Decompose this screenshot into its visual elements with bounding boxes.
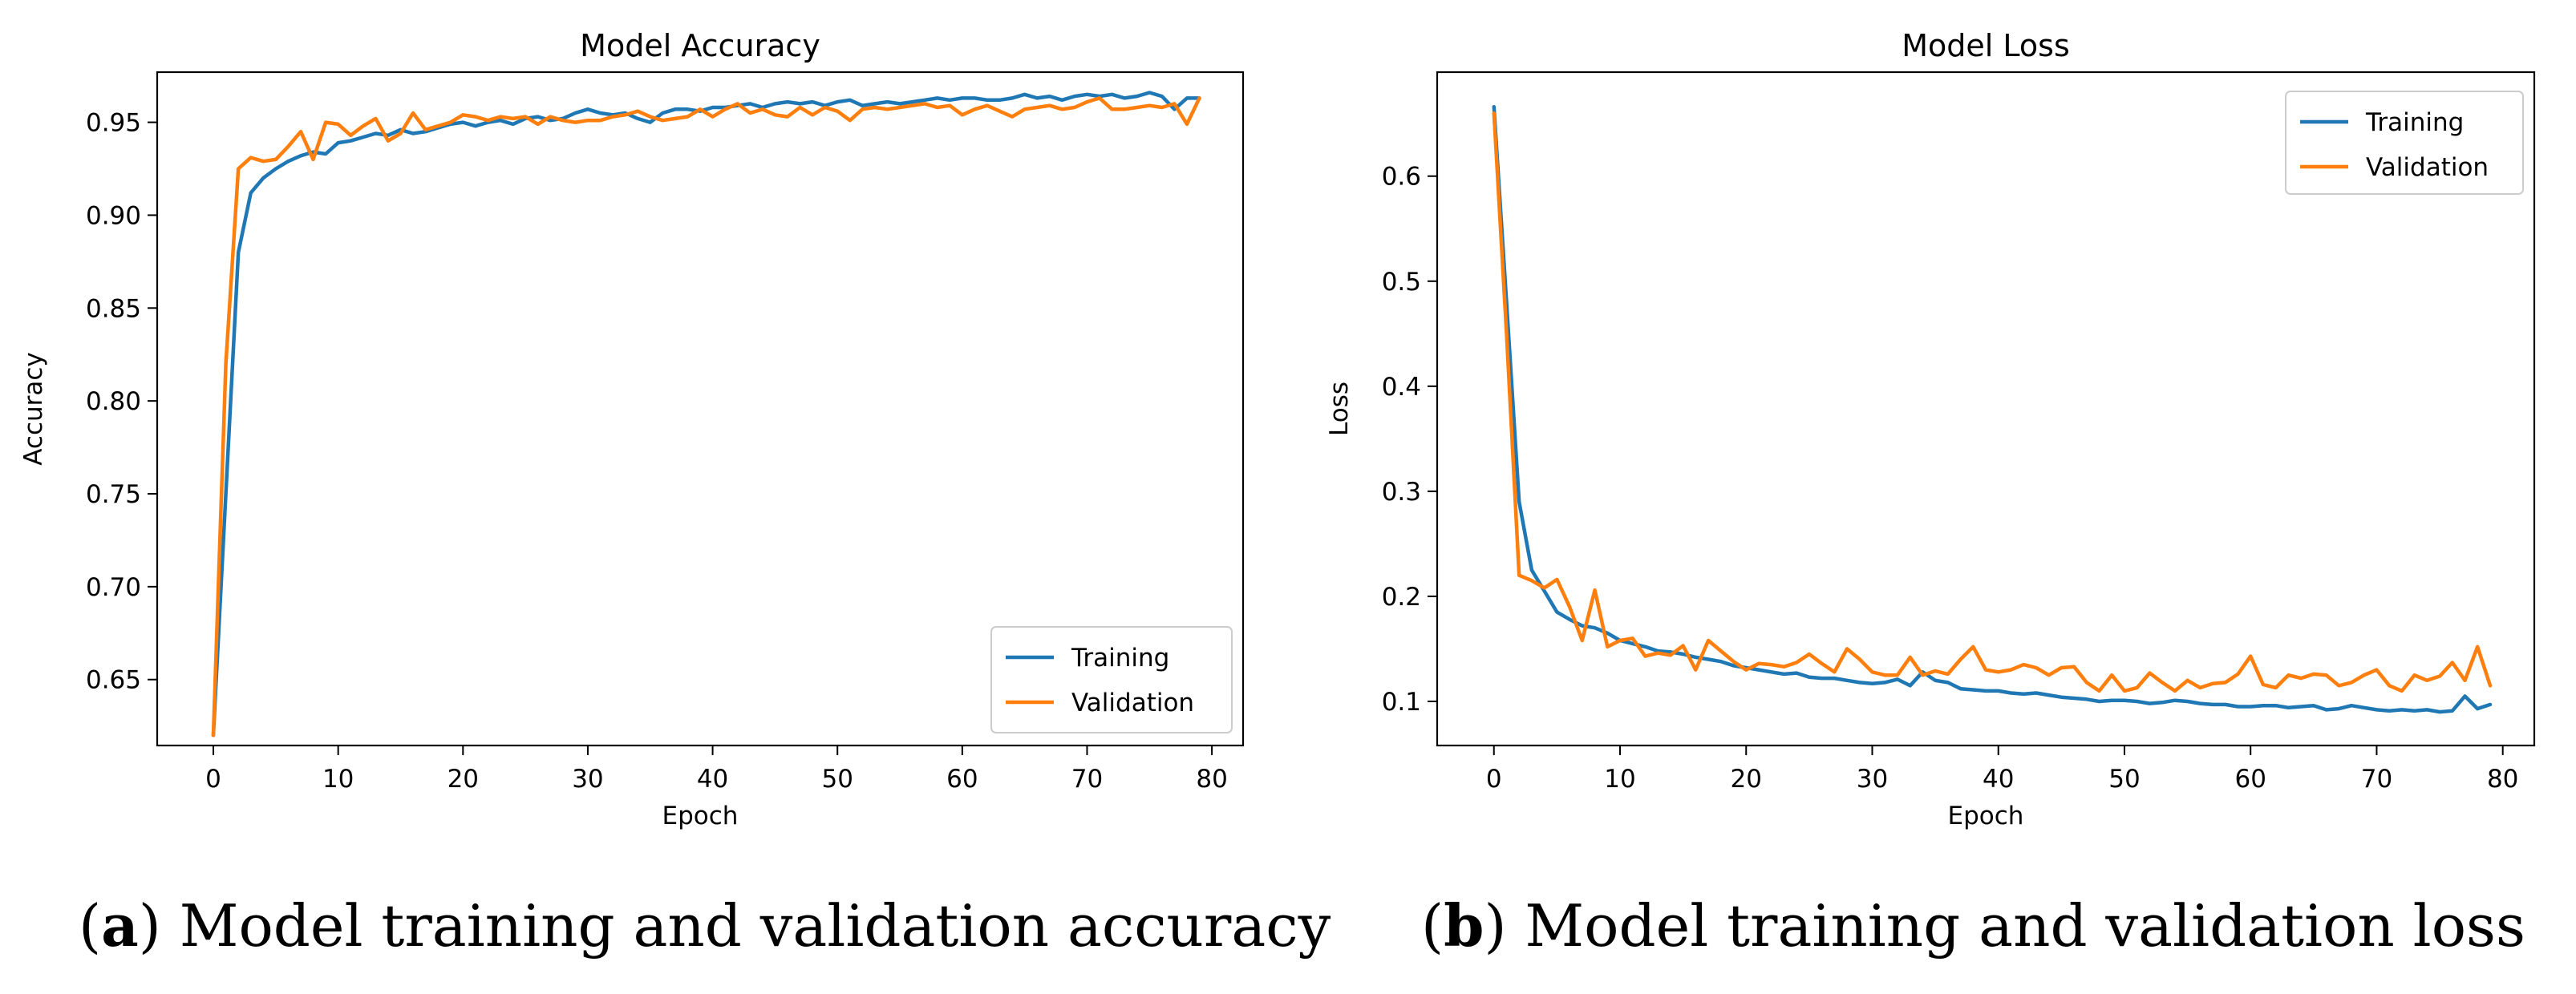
- chart-title: Model Loss: [1902, 28, 2070, 63]
- x-tick-label: 60: [946, 765, 978, 794]
- x-tick-label: 0: [205, 765, 221, 794]
- axes-frame: [156, 71, 1245, 747]
- x-tick-label: 80: [2487, 765, 2518, 794]
- legend-label-training: Training: [2365, 108, 2464, 137]
- y-tick-label: 0.5: [1382, 268, 1421, 297]
- chart-title: Model Accuracy: [580, 28, 820, 63]
- x-axis-label: Epoch: [662, 802, 739, 830]
- legend-label-training: Training: [1071, 644, 1169, 673]
- x-axis-label: Epoch: [1948, 802, 2024, 830]
- caption-a-text: Model training and validation accuracy: [160, 892, 1331, 960]
- legend-label-validation: Validation: [1071, 689, 1194, 717]
- y-axis-label: Loss: [1325, 382, 1354, 436]
- x-tick-label: 60: [2234, 765, 2266, 794]
- x-tick-label: 30: [1857, 765, 1888, 794]
- series-line-training: [211, 91, 1201, 737]
- y-tick-label: 0.80: [86, 387, 141, 416]
- legend-box: [990, 626, 1233, 733]
- x-tick-label: 20: [1731, 765, 1762, 794]
- x-tick-label: 40: [1983, 765, 2014, 794]
- legend: Training Validation: [2285, 91, 2524, 195]
- caption-a-letter: a: [101, 891, 139, 960]
- y-tick-label: 0.95: [86, 109, 141, 138]
- x-tick-label: 10: [1604, 765, 1635, 794]
- x-tick-label: 40: [697, 765, 728, 794]
- series-line-validation: [211, 96, 1201, 737]
- series-line-training: [1492, 104, 2493, 714]
- y-tick-label: 0.4: [1382, 373, 1421, 402]
- x-tick-label: 70: [2361, 765, 2392, 794]
- x-tick-label: 0: [1486, 765, 1502, 794]
- y-tick-label: 0.75: [86, 480, 141, 509]
- legend-label-validation: Validation: [2366, 153, 2489, 182]
- y-tick-label: 0.70: [86, 573, 141, 602]
- caption-b-text: Model training and validation loss: [1506, 892, 2525, 960]
- y-tick-label: 0.6: [1382, 163, 1421, 192]
- caption-a: (a) Model training and validation accura…: [79, 891, 1331, 960]
- y-tick-label: 0.90: [86, 201, 141, 230]
- x-tick-label: 20: [448, 765, 479, 794]
- y-tick-label: 0.65: [86, 666, 141, 695]
- x-tick-label: 30: [572, 765, 603, 794]
- caption-b-letter: b: [1444, 891, 1484, 960]
- y-axis-label: Accuracy: [19, 352, 48, 466]
- caption-b: (b) Model training and validation loss: [1421, 891, 2525, 960]
- legend: Training Validation: [990, 626, 1233, 733]
- y-tick-label: 0.85: [86, 294, 141, 323]
- y-tick-label: 0.3: [1382, 478, 1421, 507]
- y-tick-label: 0.2: [1382, 583, 1421, 612]
- x-tick-label: 50: [821, 765, 853, 794]
- series-line-validation: [1492, 111, 2493, 693]
- x-tick-label: 50: [2108, 765, 2140, 794]
- axes-frame: [1436, 71, 2536, 747]
- loss-chart: 0 10 20 30 40 50 60 70 80 0.1 0.2 0.3 0.4 0.5 0.6 Model…: [1325, 28, 2536, 830]
- x-tick-label: 10: [322, 765, 354, 794]
- accuracy-chart: 0 10 20 30 40 50 60 70 80 0.65 0.70 0.75 0.80 0.85 0.9…: [19, 28, 1245, 830]
- x-tick-label: 70: [1071, 765, 1103, 794]
- x-tick-label: 80: [1196, 765, 1227, 794]
- y-tick-label: 0.1: [1382, 688, 1421, 717]
